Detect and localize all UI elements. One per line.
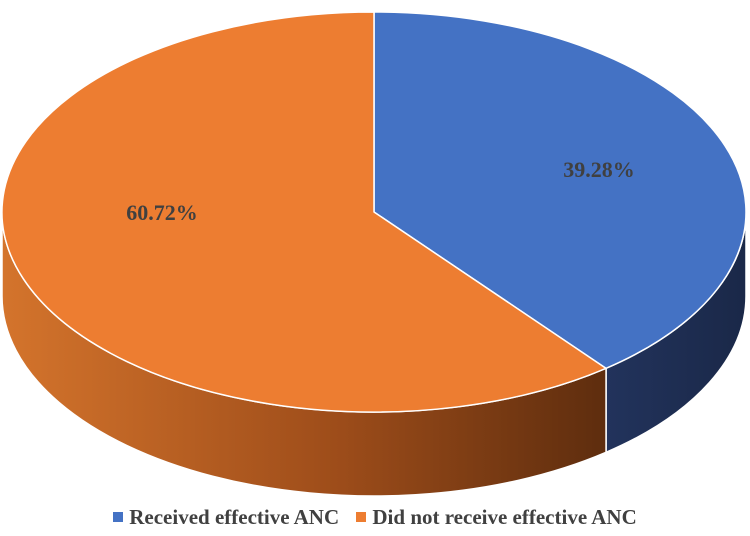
legend-swatch-received: [113, 512, 124, 522]
slice-label-received: 39.28%: [563, 157, 635, 182]
legend-label-not-received: Did not receive effective ANC: [372, 505, 637, 529]
legend: Received effective ANC Did not receive e…: [0, 505, 750, 530]
legend-item-not-received: Did not receive effective ANC: [356, 505, 637, 530]
pie-slice-received: [373, 11, 747, 370]
slice-label-not-received: 60.72%: [126, 200, 198, 225]
pie-slice-not-received: [1, 11, 607, 413]
legend-item-received: Received effective ANC: [113, 505, 339, 530]
legend-swatch-not-received: [356, 512, 367, 522]
legend-label-received: Received effective ANC: [129, 505, 340, 529]
